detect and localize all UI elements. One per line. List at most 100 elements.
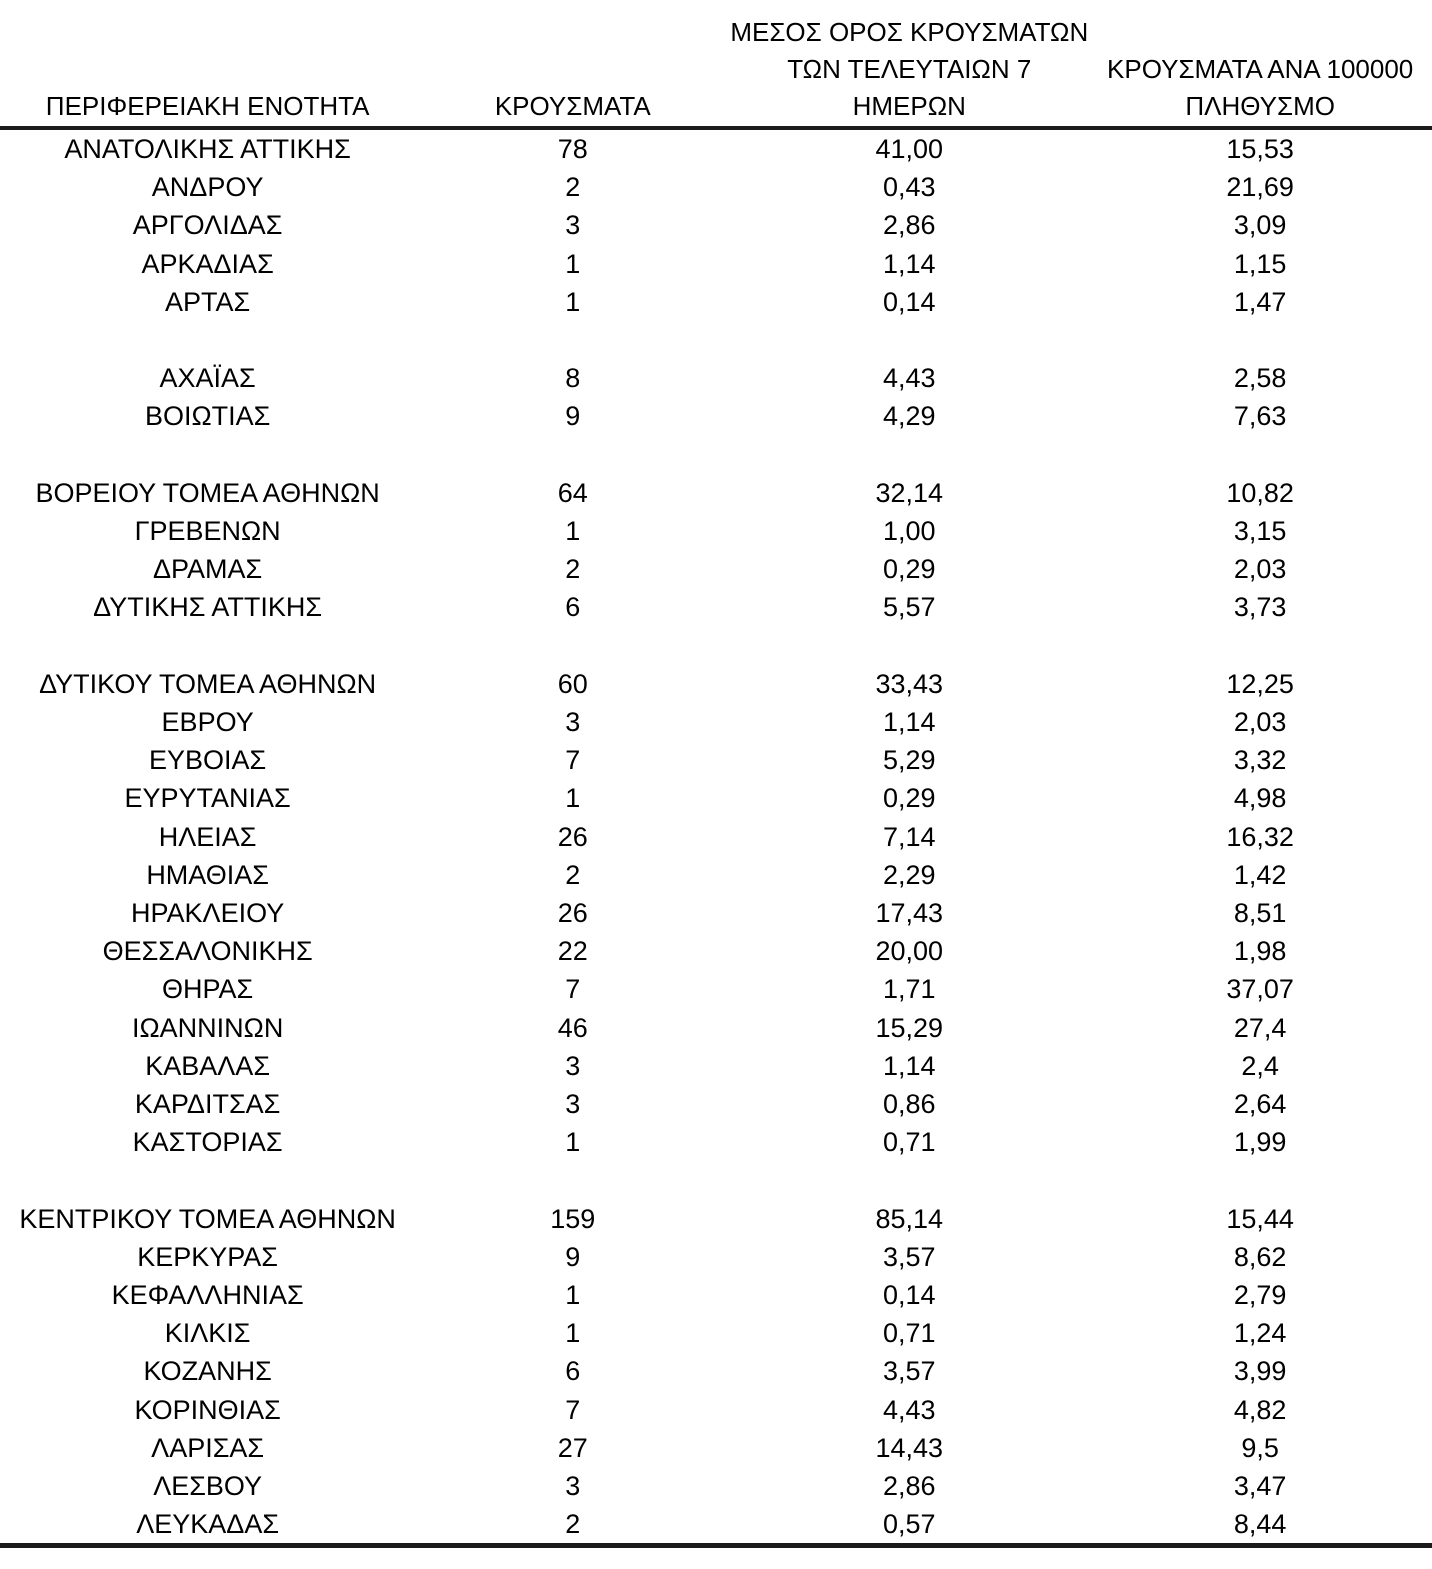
region-name-cell: ΑΡΚΑΔΙΑΣ (141, 248, 274, 279)
avg7-cell: 0,14 (883, 1280, 936, 1311)
avg7-cell: 85,14 (875, 1203, 944, 1234)
per100k-cell: 37,07 (1226, 974, 1294, 1005)
cases-cell: 1 (565, 1318, 581, 1349)
per100k-cell: 15,44 (1226, 1203, 1294, 1234)
cases-cell: 22 (557, 936, 588, 967)
table-row: ΚΑΣΤΟΡΙΑΣ 1 0,71 1,99 (0, 1123, 1432, 1161)
avg7-cell (730, 436, 1088, 474)
table-row: ΛΕΥΚΑΔΑΣ 2 0,57 8,44 (0, 1505, 1432, 1549)
region-name-cell: ΛΑΡΙΣΑΣ (151, 1432, 265, 1463)
col-header-per100k-line1: ΚΡΟΥΣΜΑΤΑ ΑΝΑ 100000 (1107, 54, 1414, 84)
region-name-cell: ΚΕΡΚΥΡΑΣ (137, 1241, 278, 1272)
cases-cell: 7 (565, 1394, 581, 1425)
col-header-region: ΠΕΡΙΦΕΡΕΙΑΚΗ ΕΝΟΤΗΤΑ (0, 0, 416, 130)
cases-cell: 1 (565, 1280, 581, 1311)
cases-cell: 46 (557, 1012, 588, 1043)
region-name-cell: ΗΛΕΙΑΣ (158, 821, 257, 852)
per100k-cell: 21,69 (1226, 172, 1294, 203)
avg7-cell (730, 627, 1088, 665)
cases-cell: 26 (557, 898, 588, 929)
table-row: ΙΩΑΝΝΙΝΩΝ 46 15,29 27,4 (0, 1009, 1432, 1047)
cases-cell: 1 (565, 1127, 581, 1158)
region-name-cell: ΘΕΣΣΑΛΟΝΙΚΗΣ (102, 936, 313, 967)
table-row: ΑΡΓΟΛΙΔΑΣ 3 2,86 3,09 (0, 206, 1432, 244)
cases-cell: 3 (565, 210, 581, 241)
per100k-cell: 2,03 (1233, 554, 1287, 585)
cases-cell: 7 (565, 974, 581, 1005)
per100k-cell: 10,82 (1226, 477, 1294, 508)
table-row: ΚΕΦΑΛΛΗΝΙΑΣ 1 0,14 2,79 (0, 1276, 1432, 1314)
table-row: ΚΑΡΔΙΤΣΑΣ 3 0,86 2,64 (0, 1085, 1432, 1123)
per100k-cell (1088, 1161, 1432, 1199)
region-name-cell: ΚΟΡΙΝΘΙΑΣ (134, 1394, 281, 1425)
avg7-cell: 4,43 (883, 363, 936, 394)
table-row: ΗΛΕΙΑΣ 26 7,14 16,32 (0, 818, 1432, 856)
avg7-cell: 1,71 (883, 974, 936, 1005)
table-row: ΚΙΛΚΙΣ 1 0,71 1,24 (0, 1314, 1432, 1352)
table-row: ΔΥΤΙΚΗΣ ΑΤΤΙΚΗΣ 6 5,57 3,73 (0, 588, 1432, 626)
per100k-cell: 2,79 (1233, 1280, 1287, 1311)
region-name-cell: ΕΥΡΥΤΑΝΙΑΣ (124, 783, 291, 814)
table-row: ΑΡΤΑΣ 1 0,14 1,47 (0, 283, 1432, 321)
avg7-cell: 1,00 (883, 516, 936, 546)
per100k-cell: 1,15 (1233, 248, 1287, 279)
avg7-cell: 5,29 (883, 745, 936, 776)
col-header-avg7-line2: ΤΩΝ ΤΕΛΕΥΤΑΙΩΝ 7 (787, 54, 1032, 84)
per100k-cell: 3,15 (1233, 516, 1287, 546)
avg7-cell: 17,43 (875, 898, 944, 929)
avg7-cell: 1,14 (883, 707, 936, 737)
table-row: ΒΟΡΕΙΟΥ ΤΟΜΕΑ ΑΘΗΝΩΝ 64 32,14 10,82 (0, 474, 1432, 512)
cases-cell: 2 (565, 859, 581, 890)
region-name-cell: ΒΟΙΩΤΙΑΣ (144, 401, 271, 432)
region-name-cell: ΑΝΑΤΟΛΙΚΗΣ ΑΤΤΙΚΗΣ (64, 134, 351, 164)
per100k-cell: 4,98 (1233, 783, 1287, 814)
avg7-cell: 4,43 (883, 1394, 936, 1425)
per100k-cell (1088, 436, 1432, 474)
avg7-cell: 0,29 (883, 783, 936, 814)
table-row: ΓΡΕΒΕΝΩΝ 1 1,00 3,15 (0, 512, 1432, 550)
cases-cell: 9 (565, 401, 581, 432)
region-name-cell: ΗΡΑΚΛΕΙΟΥ (131, 898, 285, 929)
per100k-cell: 4,82 (1233, 1394, 1287, 1425)
table-row: ΗΜΑΘΙΑΣ 2 2,29 1,42 (0, 856, 1432, 894)
cases-cell: 3 (565, 1089, 581, 1120)
table-row: ΕΥΡΥΤΑΝΙΑΣ 1 0,29 4,98 (0, 779, 1432, 817)
region-name-cell: ΚΑΣΤΟΡΙΑΣ (132, 1127, 283, 1158)
col-header-avg7-line3: ΗΜΕΡΩΝ (852, 91, 966, 121)
col-header-avg7-line1: ΜΕΣΟΣ ΟΡΟΣ ΚΡΟΥΣΜΑΤΩΝ (730, 17, 1089, 47)
cases-cell: 3 (565, 1050, 581, 1081)
avg7-cell: 14,43 (875, 1432, 944, 1463)
cases-cell: 1 (565, 516, 581, 546)
avg7-cell: 15,29 (875, 1012, 944, 1043)
cases-cell: 6 (565, 1356, 581, 1387)
per100k-cell (1088, 321, 1432, 359)
avg7-cell: 5,57 (883, 592, 936, 623)
avg7-cell: 2,86 (883, 1471, 936, 1502)
cases-cell: 2 (565, 554, 581, 585)
per100k-cell: 1,42 (1233, 859, 1287, 890)
table-row: ΔΥΤΙΚΟΥ ΤΟΜΕΑ ΑΘΗΝΩΝ 60 33,43 12,25 (0, 665, 1432, 703)
cases-cell: 9 (565, 1241, 581, 1272)
table-row: ΑΡΚΑΔΙΑΣ 1 1,14 1,15 (0, 245, 1432, 283)
per100k-cell: 3,09 (1233, 210, 1287, 241)
cases-cell: 27 (557, 1432, 588, 1463)
per100k-cell: 3,99 (1233, 1356, 1287, 1387)
spacer-row (0, 1161, 1432, 1199)
table-row: ΚΕΡΚΥΡΑΣ 9 3,57 8,62 (0, 1238, 1432, 1276)
avg7-cell: 33,43 (875, 668, 944, 699)
per100k-cell: 2,03 (1233, 707, 1287, 737)
per100k-cell: 16,32 (1226, 821, 1294, 852)
cases-cell (415, 321, 730, 359)
spacer-row (0, 321, 1432, 359)
avg7-cell: 0,29 (883, 554, 936, 585)
region-name-cell: ΛΕΥΚΑΔΑΣ (0, 1505, 416, 1549)
avg7-cell: 2,29 (883, 859, 936, 890)
col-header-per100k: ΚΡΟΥΣΜΑΤΑ ΑΝΑ 100000 ΠΛΗΘΥΣΜΟ (1088, 0, 1432, 130)
cases-cell (415, 627, 730, 665)
per100k-cell: 3,73 (1233, 592, 1287, 623)
avg7-cell: 20,00 (875, 936, 944, 967)
region-name-cell: ΔΥΤΙΚΟΥ ΤΟΜΕΑ ΑΘΗΝΩΝ (39, 668, 377, 699)
per100k-cell: 2,64 (1233, 1089, 1287, 1120)
cases-cell: 3 (565, 707, 581, 737)
col-header-cases: ΚΡΟΥΣΜΑΤΑ (415, 0, 731, 130)
